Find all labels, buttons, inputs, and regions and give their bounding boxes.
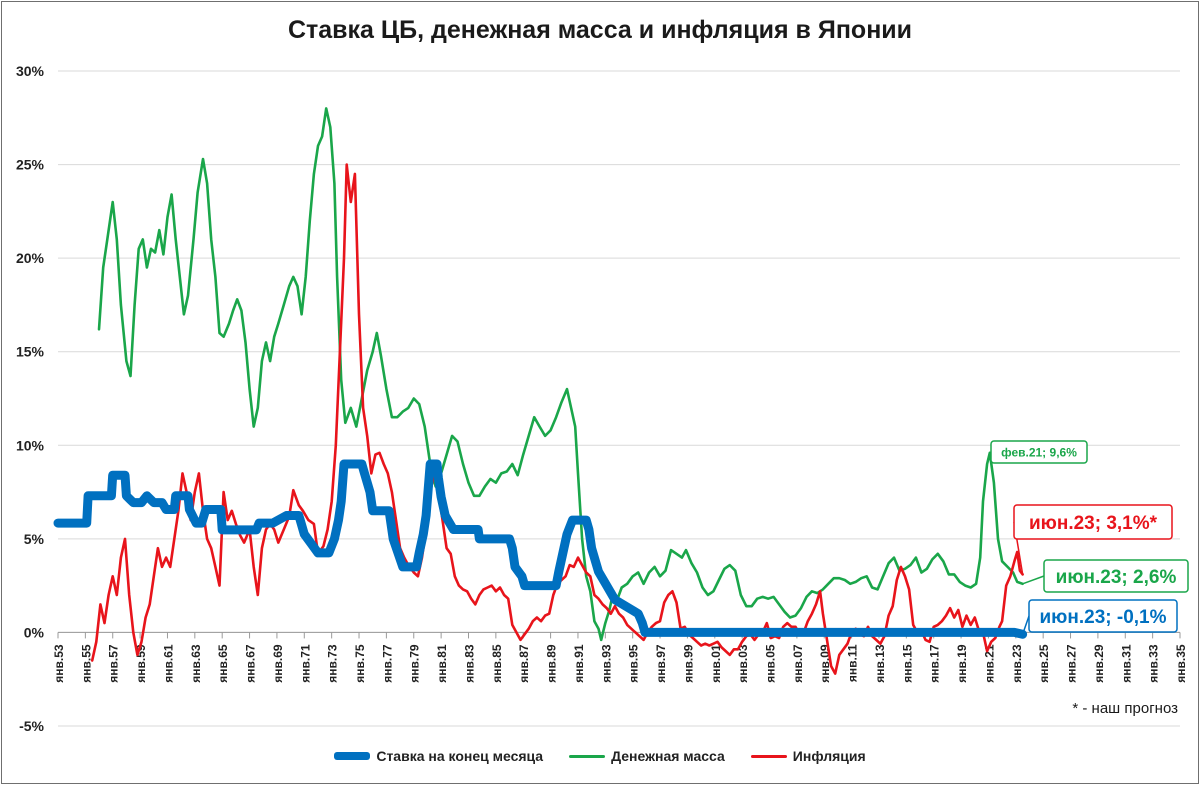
annotation-rate-jun23: июн.23; -0,1% xyxy=(1039,607,1166,628)
y-axis-ticks: -5% 0% 5% 10% 15% 20% 25% 30% xyxy=(16,63,45,734)
x-tick-label: янв.99 xyxy=(681,644,695,683)
legend-item-inflation: Инфляция xyxy=(750,748,866,764)
x-tick-label: янв.97 xyxy=(654,644,668,683)
annotation-box xyxy=(1028,599,1178,633)
x-tick-label: янв.19 xyxy=(955,644,969,683)
x-tick-label: янв.55 xyxy=(79,644,93,683)
x-tick-label: янв.23 xyxy=(1010,644,1024,683)
annotation-leader xyxy=(1021,615,1030,635)
x-tick-label: янв.83 xyxy=(462,644,476,683)
x-tick-label: янв.65 xyxy=(216,644,230,683)
annotation-money-feb21: фев.21; 9,6% xyxy=(1001,445,1077,459)
series-line-rate xyxy=(53,459,1028,639)
x-tick-label: янв.13 xyxy=(873,644,887,683)
legend-label-inflation: Инфляция xyxy=(792,748,866,764)
x-tick-label: янв.01 xyxy=(709,644,723,683)
legend-label-rate: Ставка на конец месяца xyxy=(376,748,544,764)
annotation-box xyxy=(1013,504,1173,540)
annotation-leader xyxy=(1022,575,1045,585)
x-tick-label: янв.93 xyxy=(599,644,613,683)
x-tick-label: янв.87 xyxy=(517,644,531,683)
series-lines xyxy=(53,107,1028,675)
x-tick-label: янв.11 xyxy=(846,644,860,682)
y-tick-label: 5% xyxy=(24,531,45,547)
x-tick-label: янв.61 xyxy=(161,644,175,683)
x-tick-label: янв.05 xyxy=(764,644,778,683)
x-tick-label: янв.25 xyxy=(1037,644,1051,683)
x-tick-label: янв.53 xyxy=(52,644,66,683)
annotation-money-jun23: июн.23; 2,6% xyxy=(1056,567,1177,588)
x-tick-label: янв.27 xyxy=(1065,644,1079,683)
x-tick-label: янв.91 xyxy=(572,644,586,683)
x-axis: янв.53 янв.55 янв.57 янв.59 янв.61 янв.63 янв.… xyxy=(52,631,1188,683)
x-tick-label: янв.69 xyxy=(271,644,285,683)
legend-item-money: Денежная масса xyxy=(569,748,725,764)
legend-swatch-money xyxy=(569,754,606,758)
x-tick-label: янв.57 xyxy=(107,644,121,683)
x-tick-label: янв.33 xyxy=(1147,644,1161,683)
annotation-inflation-jun23: июн.23; 3,1%* xyxy=(1029,513,1158,534)
legend-swatch-inflation xyxy=(750,754,787,758)
y-tick-label: 25% xyxy=(16,157,45,173)
chart-title: Ставка ЦБ, денежная масса и инфляция в Я… xyxy=(287,16,913,44)
x-tick-label: янв.75 xyxy=(353,644,367,683)
x-tick-label: янв.15 xyxy=(900,644,914,683)
series-line-money xyxy=(97,107,1024,642)
x-tick-label: янв.63 xyxy=(189,644,203,683)
x-tick-label: янв.79 xyxy=(408,644,422,683)
series-line-inflation xyxy=(90,163,1024,675)
x-tick-label: янв.67 xyxy=(244,644,258,683)
legend-swatch-rate xyxy=(334,752,371,760)
x-tick-label: янв.29 xyxy=(1092,644,1106,683)
y-tick-label: 0% xyxy=(24,624,45,640)
legend-item-rate: Ставка на конец месяца xyxy=(334,748,543,764)
y-tick-label: 30% xyxy=(16,63,45,79)
x-tick-label: янв.03 xyxy=(736,644,750,683)
y-tick-label: -5% xyxy=(19,718,44,734)
annotation-box xyxy=(1043,559,1189,593)
x-tick-label: янв.77 xyxy=(380,644,394,683)
x-tick-label: янв.71 xyxy=(298,644,312,683)
x-tick-label: янв.89 xyxy=(545,644,559,683)
legend-label-money: Денежная масса xyxy=(611,748,725,764)
x-tick-label: янв.07 xyxy=(791,644,805,683)
legend: Ставка на конец месяца Денежная масса Ин… xyxy=(0,748,1200,764)
x-tick-label: янв.31 xyxy=(1119,644,1133,683)
x-tick-label: янв.81 xyxy=(435,644,449,683)
x-tick-label: янв.35 xyxy=(1174,644,1188,683)
x-tick-label: янв.73 xyxy=(326,644,340,683)
footnote: * - наш прогноз xyxy=(1072,700,1178,717)
annotations: фев.21; 9,6% июн.23; 3,1%* июн.23; 2,6% июн… xyxy=(989,440,1189,635)
y-tick-label: 20% xyxy=(16,250,45,266)
x-tick-label: янв.85 xyxy=(490,644,504,683)
x-tick-label: янв.17 xyxy=(928,644,942,683)
y-tick-label: 15% xyxy=(16,344,45,360)
x-tick-label: янв.95 xyxy=(627,644,641,683)
x-tick-label: янв.21 xyxy=(982,644,996,683)
grid-lines xyxy=(58,70,1180,727)
y-tick-label: 10% xyxy=(16,437,45,453)
annotation-box xyxy=(990,440,1088,464)
